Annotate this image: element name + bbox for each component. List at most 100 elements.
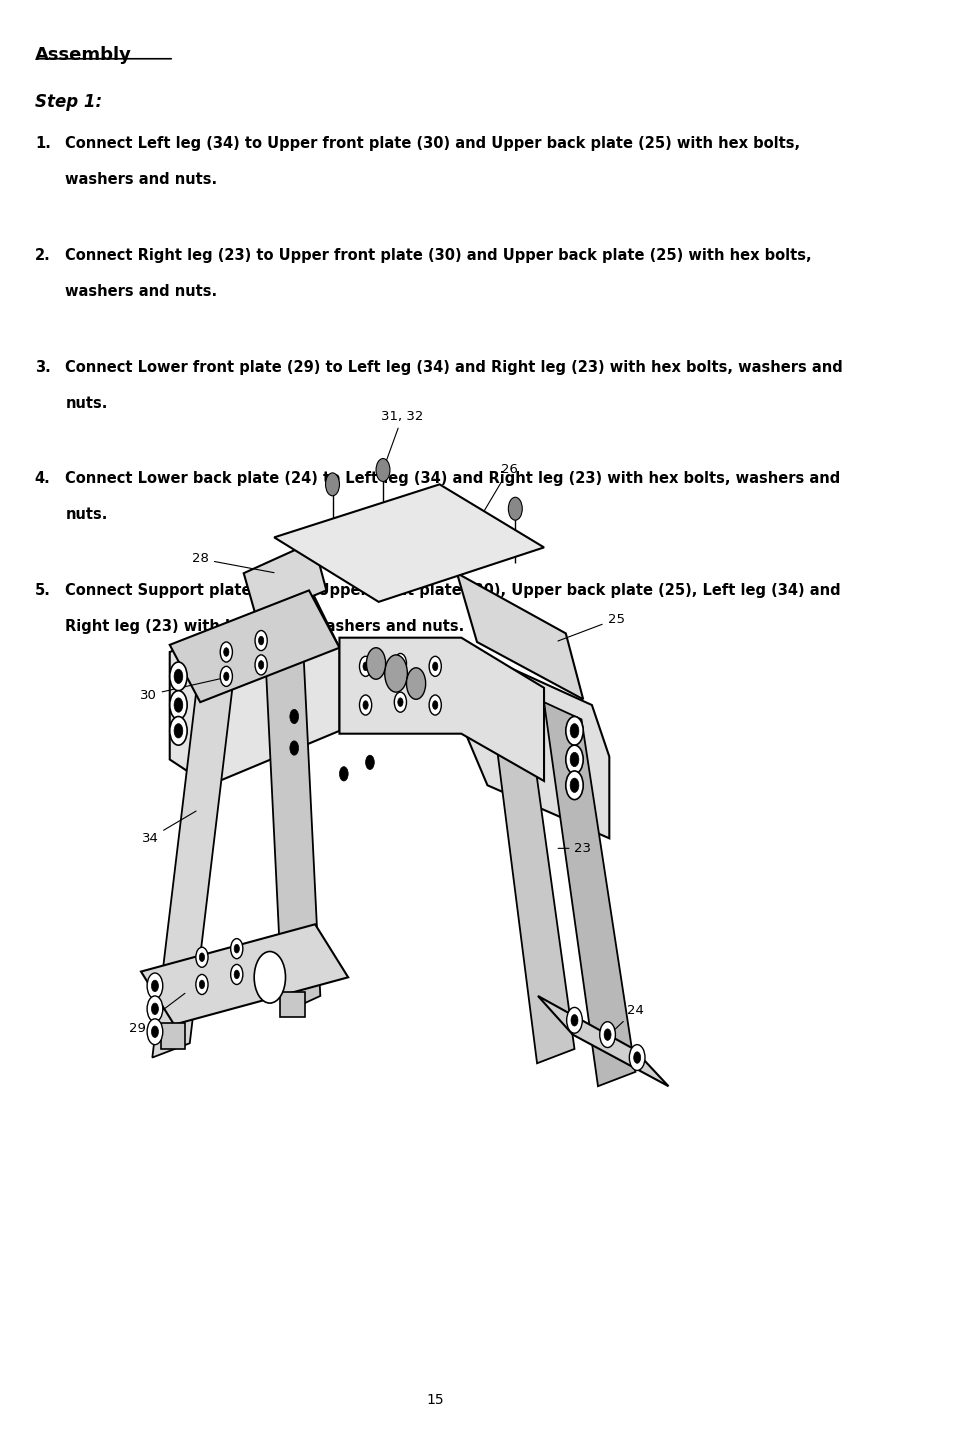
Circle shape bbox=[234, 944, 239, 953]
Polygon shape bbox=[170, 590, 340, 702]
Circle shape bbox=[325, 473, 340, 496]
Circle shape bbox=[600, 1022, 615, 1048]
Circle shape bbox=[152, 1003, 158, 1015]
Circle shape bbox=[566, 1007, 583, 1033]
Circle shape bbox=[234, 970, 239, 979]
Bar bbox=[161, 1023, 185, 1049]
Circle shape bbox=[147, 973, 163, 999]
Circle shape bbox=[230, 939, 243, 959]
Text: washers and nuts.: washers and nuts. bbox=[65, 284, 217, 298]
Circle shape bbox=[255, 655, 267, 675]
Text: 2.: 2. bbox=[35, 248, 51, 262]
Polygon shape bbox=[457, 573, 584, 699]
Circle shape bbox=[367, 648, 386, 679]
Circle shape bbox=[429, 695, 442, 715]
Circle shape bbox=[366, 755, 374, 770]
Text: nuts.: nuts. bbox=[65, 507, 108, 522]
Text: 15: 15 bbox=[426, 1393, 444, 1407]
Circle shape bbox=[174, 669, 182, 684]
Circle shape bbox=[340, 767, 348, 781]
Circle shape bbox=[565, 745, 584, 774]
Circle shape bbox=[255, 631, 267, 651]
Text: 34: 34 bbox=[141, 811, 196, 845]
Circle shape bbox=[258, 661, 264, 669]
Text: Connect Right leg (23) to Upper front plate (30) and Upper back plate (25) with : Connect Right leg (23) to Upper front pl… bbox=[65, 248, 812, 262]
Circle shape bbox=[196, 947, 208, 967]
Circle shape bbox=[395, 653, 406, 674]
Circle shape bbox=[376, 459, 390, 481]
Circle shape bbox=[634, 1052, 640, 1063]
Circle shape bbox=[570, 778, 579, 792]
Circle shape bbox=[570, 724, 579, 738]
Polygon shape bbox=[244, 542, 326, 619]
Polygon shape bbox=[141, 924, 348, 1025]
Circle shape bbox=[200, 980, 204, 989]
Circle shape bbox=[224, 648, 228, 656]
Text: 23: 23 bbox=[558, 841, 591, 856]
Polygon shape bbox=[275, 484, 544, 602]
Text: Connect Lower back plate (24) to Left leg (34) and Right leg (23) with hex bolts: Connect Lower back plate (24) to Left le… bbox=[65, 471, 841, 486]
Text: nuts.: nuts. bbox=[65, 396, 108, 410]
Circle shape bbox=[433, 662, 438, 671]
Circle shape bbox=[174, 698, 182, 712]
Circle shape bbox=[230, 964, 243, 984]
Circle shape bbox=[220, 642, 232, 662]
Text: Step 1:: Step 1: bbox=[35, 93, 102, 112]
Circle shape bbox=[359, 695, 372, 715]
Polygon shape bbox=[266, 642, 321, 1013]
Text: Connect Support plate (26) to Upper front plate (30), Upper back plate (25), Lef: Connect Support plate (26) to Upper fron… bbox=[65, 583, 841, 598]
Circle shape bbox=[570, 752, 579, 767]
Circle shape bbox=[385, 655, 407, 692]
Text: 5.: 5. bbox=[35, 583, 51, 598]
Text: 1.: 1. bbox=[35, 136, 51, 150]
Circle shape bbox=[290, 741, 299, 755]
Circle shape bbox=[170, 716, 187, 745]
Circle shape bbox=[200, 953, 204, 962]
Text: washers and nuts.: washers and nuts. bbox=[65, 172, 217, 186]
Circle shape bbox=[406, 668, 425, 699]
Polygon shape bbox=[153, 681, 233, 1058]
Circle shape bbox=[170, 691, 187, 719]
Circle shape bbox=[147, 1019, 163, 1045]
Text: 4.: 4. bbox=[35, 471, 51, 486]
Polygon shape bbox=[538, 996, 668, 1086]
Circle shape bbox=[429, 656, 442, 676]
Circle shape bbox=[196, 974, 208, 995]
Text: 30: 30 bbox=[140, 676, 228, 702]
Text: Connect Left leg (34) to Upper front plate (30) and Upper back plate (25) with h: Connect Left leg (34) to Upper front pla… bbox=[65, 136, 801, 150]
Circle shape bbox=[174, 724, 182, 738]
Circle shape bbox=[220, 666, 232, 686]
Polygon shape bbox=[544, 702, 636, 1086]
Circle shape bbox=[571, 1015, 578, 1026]
Text: 28: 28 bbox=[192, 552, 274, 573]
Text: Connect Lower front plate (29) to Left leg (34) and Right leg (23) with hex bolt: Connect Lower front plate (29) to Left l… bbox=[65, 360, 843, 374]
Text: 31, 32: 31, 32 bbox=[381, 410, 423, 467]
Circle shape bbox=[254, 952, 285, 1003]
Text: Assembly: Assembly bbox=[35, 46, 132, 64]
Circle shape bbox=[147, 996, 163, 1022]
Text: Right leg (23) with hex bolts, washers and nuts.: Right leg (23) with hex bolts, washers a… bbox=[65, 619, 465, 633]
Circle shape bbox=[433, 701, 438, 709]
Circle shape bbox=[363, 662, 369, 671]
Bar bbox=[280, 992, 304, 1017]
Circle shape bbox=[258, 636, 264, 645]
Text: 26: 26 bbox=[476, 463, 517, 524]
Polygon shape bbox=[170, 595, 340, 785]
Circle shape bbox=[397, 659, 403, 668]
Circle shape bbox=[630, 1045, 645, 1070]
Circle shape bbox=[170, 662, 187, 691]
Polygon shape bbox=[466, 648, 610, 838]
Circle shape bbox=[565, 771, 584, 800]
Circle shape bbox=[152, 1026, 158, 1037]
Circle shape bbox=[359, 656, 372, 676]
Text: 29: 29 bbox=[130, 993, 185, 1036]
Circle shape bbox=[290, 709, 299, 724]
Text: 25: 25 bbox=[558, 612, 625, 641]
Circle shape bbox=[604, 1029, 612, 1040]
Circle shape bbox=[224, 672, 228, 681]
Polygon shape bbox=[488, 674, 574, 1063]
Circle shape bbox=[509, 497, 522, 520]
Circle shape bbox=[565, 716, 584, 745]
Circle shape bbox=[395, 692, 406, 712]
Text: 24: 24 bbox=[612, 1003, 643, 1033]
